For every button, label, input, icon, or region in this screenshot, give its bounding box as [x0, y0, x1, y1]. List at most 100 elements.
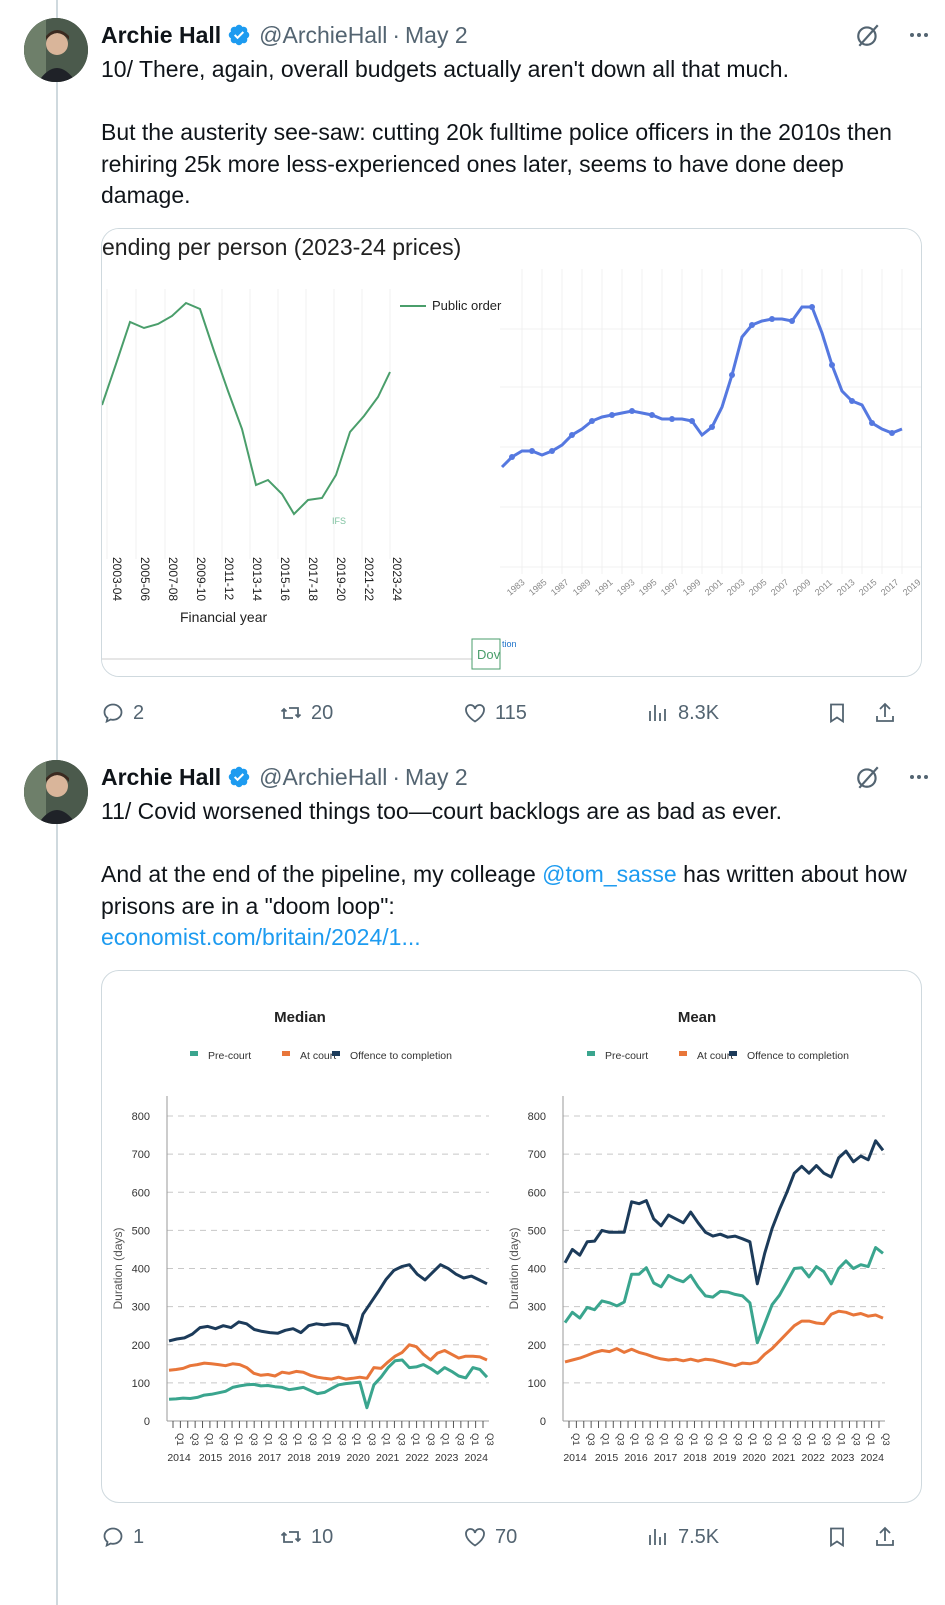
- left-chart-title: ending per person (2023-24 prices): [102, 234, 461, 260]
- reply-button[interactable]: 1: [101, 1522, 144, 1552]
- bookmark-button[interactable]: [825, 698, 849, 728]
- author-name[interactable]: Archie Hall: [101, 763, 222, 790]
- x-quarter-label: Q3: [307, 1433, 318, 1446]
- series-line-offence-to-completion: [168, 1263, 488, 1345]
- left-gridlines: [106, 289, 391, 559]
- svg-text:2017-18: 2017-18: [306, 557, 320, 601]
- author-name[interactable]: Archie Hall: [101, 21, 222, 48]
- tweet-action-bar: 2 20 115 8.3K: [101, 698, 921, 728]
- repost-count: 20: [311, 701, 334, 724]
- grok-icon[interactable]: [855, 764, 881, 790]
- views-button[interactable]: 7.5K: [646, 1522, 719, 1552]
- author-handle[interactable]: @ArchieHall: [259, 763, 388, 790]
- y-tick-label: 600: [132, 1187, 150, 1199]
- x-quarter-label: Q1: [410, 1433, 421, 1446]
- y-tick-label: 0: [144, 1416, 150, 1428]
- x-quarter-label: Q1: [570, 1433, 581, 1446]
- tweet-header: Archie Hall @ArchieHall · May 2: [101, 762, 468, 792]
- like-button[interactable]: 115: [463, 698, 527, 728]
- tweet-date[interactable]: May 2: [405, 763, 468, 790]
- series-line-offence-to-completion: [563, 1139, 885, 1286]
- x-quarter-label: Q3: [484, 1433, 495, 1446]
- x-quarter-label: Q1: [174, 1433, 185, 1446]
- x-quarter-label: Q1: [718, 1433, 729, 1446]
- left-x-axis-label: Financial year: [180, 609, 267, 625]
- x-quarter-label: Q1: [688, 1433, 699, 1446]
- x-quarter-label: Q3: [218, 1433, 229, 1446]
- avatar[interactable]: [24, 18, 88, 82]
- views-icon: [649, 1529, 666, 1545]
- x-quarter-label: Q3: [366, 1433, 377, 1446]
- share-button[interactable]: [873, 698, 897, 728]
- share-button[interactable]: [873, 1522, 897, 1552]
- share-icon: [876, 1526, 894, 1546]
- x-year-label: 2021: [772, 1452, 796, 1464]
- x-quarter-label: Q1: [204, 1433, 215, 1446]
- x-quarter-label: Q1: [836, 1433, 847, 1446]
- x-quarter-label: Q3: [585, 1433, 596, 1446]
- more-options-icon[interactable]: [907, 23, 931, 47]
- x-quarter-label: Q3: [850, 1433, 861, 1446]
- left-legend-label: Public order: [432, 298, 502, 313]
- header-separator: ·: [392, 763, 400, 790]
- like-count: 70: [495, 1525, 518, 1548]
- tweet-image[interactable]: Median Pre-court At court Offence to comple…: [101, 970, 922, 1503]
- x-year-label: 2023: [435, 1452, 459, 1464]
- chart-title: Median: [274, 1009, 326, 1026]
- reply-count: 1: [133, 1525, 145, 1548]
- y-tick-label: 800: [132, 1111, 150, 1123]
- x-year-label: 2016: [624, 1452, 648, 1464]
- x-year-label: 2015: [595, 1452, 619, 1464]
- article-url-link[interactable]: economist.com/britain/2024/1...: [101, 924, 421, 950]
- x-year-label: 2021: [376, 1452, 400, 1464]
- x-quarter-label: Q3: [248, 1433, 259, 1446]
- x-quarter-label: Q3: [732, 1433, 743, 1446]
- more-options-icon[interactable]: [907, 765, 931, 789]
- bookmark-button[interactable]: [825, 1522, 849, 1552]
- y-tick-label: 400: [132, 1264, 150, 1276]
- download-label: Dov: [477, 647, 501, 662]
- verified-badge-icon: [228, 24, 250, 46]
- x-quarter-label: Q3: [277, 1433, 288, 1446]
- mention-link[interactable]: @tom_sasse: [542, 861, 677, 887]
- tweet-date[interactable]: May 2: [405, 21, 468, 48]
- x-year-label: 2017: [258, 1452, 282, 1464]
- svg-text:2007-08: 2007-08: [166, 557, 180, 601]
- repost-button[interactable]: 10: [279, 1522, 333, 1552]
- y-tick-label: 200: [528, 1340, 546, 1352]
- x-year-label: 2019: [713, 1452, 737, 1464]
- svg-text:2003-04: 2003-04: [110, 557, 124, 601]
- grok-icon[interactable]: [855, 22, 881, 48]
- share-icon: [876, 702, 894, 722]
- y-tick-label: 500: [528, 1225, 546, 1237]
- y-tick-label: 100: [528, 1378, 546, 1390]
- y-tick-label: 0: [540, 1416, 546, 1428]
- svg-text:2023-24: 2023-24: [390, 557, 404, 601]
- x-year-label: 2022: [406, 1452, 430, 1464]
- repost-button[interactable]: 20: [279, 698, 333, 728]
- x-quarter-label: Q1: [322, 1433, 333, 1446]
- like-button[interactable]: 70: [463, 1522, 517, 1552]
- x-quarter-label: Q1: [381, 1433, 392, 1446]
- verified-badge-icon: [228, 766, 250, 788]
- avatar[interactable]: [24, 760, 88, 824]
- tweet-2[interactable]: Archie Hall @ArchieHall · May 2 11/ Covi…: [0, 745, 945, 1605]
- x-year-label: 2018: [683, 1452, 707, 1464]
- x-year-label: 2024: [861, 1452, 885, 1464]
- x-quarter-label: Q1: [263, 1433, 274, 1446]
- y-axis-label: Duration (days): [507, 1227, 521, 1309]
- view-count: 8.3K: [678, 701, 720, 724]
- tweet-1[interactable]: Archie Hall @ArchieHall · May 2 10/ Ther…: [0, 0, 945, 745]
- x-quarter-label: Q3: [791, 1433, 802, 1446]
- legend-swatch: [679, 1051, 687, 1056]
- author-handle[interactable]: @ArchieHall: [259, 21, 388, 48]
- x-quarter-label: Q1: [233, 1433, 244, 1446]
- x-year-label: 2016: [228, 1452, 252, 1464]
- tweet-image[interactable]: ending per person (2023-24 prices) Publi…: [101, 228, 922, 677]
- reply-button[interactable]: 2: [101, 698, 144, 728]
- x-quarter-label: Q3: [880, 1433, 891, 1446]
- y-tick-label: 300: [528, 1302, 546, 1314]
- x-quarter-label: Q1: [747, 1433, 758, 1446]
- views-button[interactable]: 8.3K: [646, 698, 719, 728]
- heart-icon: [465, 704, 485, 723]
